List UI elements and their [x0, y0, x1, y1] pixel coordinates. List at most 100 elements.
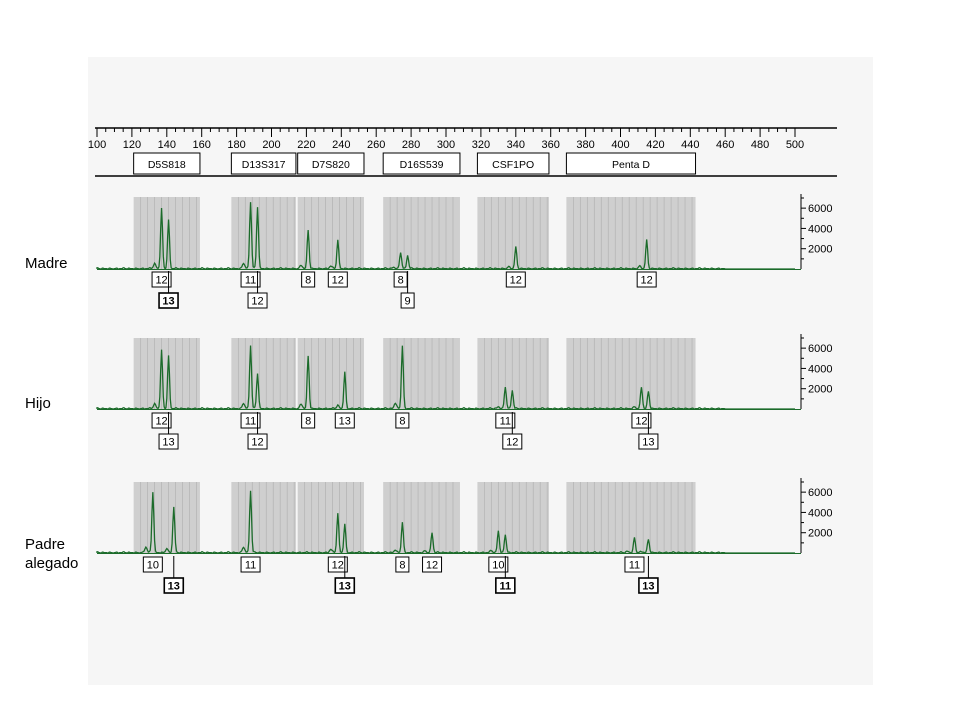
- allele-call-label: 9: [405, 296, 411, 308]
- allele-call-label: 13: [339, 416, 351, 428]
- allele-call-box: [240, 412, 261, 429]
- allele-call-label: 12: [251, 296, 263, 308]
- size-axis-tick-label: 420: [646, 139, 664, 151]
- allele-call-box: [624, 556, 645, 573]
- rfu-axis-tick-label: 4000: [808, 363, 832, 375]
- size-axis-tick-label: 380: [576, 139, 594, 151]
- allele-call-label: 13: [642, 581, 654, 593]
- allele-bin-csf1po: [477, 197, 549, 269]
- allele-bin-penta-d: [566, 338, 696, 409]
- allele-call-label: 12: [426, 560, 438, 572]
- allele-call-box: [631, 412, 652, 429]
- size-axis-tick-label: 500: [786, 139, 804, 151]
- allele-call-box: [638, 433, 659, 450]
- allele-call-label: 11: [500, 416, 511, 428]
- allele-call-box: [334, 412, 355, 429]
- allele-call-box: [422, 556, 443, 573]
- allele-call-label: 11: [500, 581, 512, 593]
- electropherogram-panel: 100 120 140 160 180 200 220 240 260 280 300 320 340 3…: [88, 57, 873, 685]
- allele-call-box: [301, 271, 316, 288]
- size-axis-tick-label: 280: [402, 139, 420, 151]
- electropherogram-chart: 100 120 140 160 180 200 220 240 260 280 300 320 340 3…: [88, 127, 837, 594]
- allele-call-box: [158, 292, 179, 309]
- allele-call-label: 13: [339, 581, 351, 593]
- allele-call-label: 12: [251, 437, 263, 449]
- size-axis-tick-label: 400: [611, 139, 629, 151]
- allele-call-label: 12: [641, 275, 653, 287]
- allele-call-label: 13: [642, 437, 654, 449]
- allele-call-box: [158, 433, 179, 450]
- allele-call-box: [334, 577, 356, 594]
- allele-call-box: [327, 271, 348, 288]
- allele-call-label: 12: [155, 416, 167, 428]
- allele-call-label: 12: [510, 275, 522, 287]
- allele-bin-csf1po: [477, 482, 549, 553]
- locus-box-penta-d: [565, 152, 697, 175]
- size-axis-tick-label: 100: [88, 139, 106, 151]
- allele-call-box: [247, 292, 268, 309]
- locus-label-d5s818: D5S818: [148, 159, 186, 171]
- rfu-axis-tick-label: 6000: [808, 203, 832, 215]
- allele-call-box: [495, 412, 516, 429]
- size-axis-tick-label: 460: [716, 139, 734, 151]
- size-axis-tick-label: 180: [227, 139, 245, 151]
- sample-label-madre: Madre: [25, 255, 68, 272]
- allele-call-box: [151, 412, 172, 429]
- allele-call-label: 12: [506, 437, 518, 449]
- allele-call-label: 11: [245, 560, 256, 572]
- allele-call-label: 8: [305, 275, 311, 287]
- sample-label-padre-alegado: Padre alegado: [25, 536, 79, 572]
- allele-call-box: [395, 412, 410, 429]
- allele-call-box: [636, 271, 657, 288]
- allele-call-label: 12: [332, 275, 344, 287]
- allele-bin-penta-d: [566, 197, 696, 269]
- allele-call-box: [151, 271, 172, 288]
- allele-call-label: 8: [305, 416, 311, 428]
- locus-label-d16s539: D16S539: [400, 159, 444, 171]
- size-axis-tick-label: 260: [367, 139, 385, 151]
- size-axis-tick-label: 160: [193, 139, 211, 151]
- size-axis-tick-label: 320: [472, 139, 490, 151]
- rfu-axis-tick-label: 4000: [808, 507, 832, 519]
- allele-call-box: [400, 292, 415, 309]
- allele-call-box: [240, 271, 261, 288]
- allele-call-box: [240, 556, 261, 573]
- allele-bin-d7s820: [297, 482, 364, 553]
- allele-call-box: [495, 577, 516, 594]
- size-axis-tick-label: 240: [332, 139, 350, 151]
- allele-call-label: 8: [399, 560, 405, 572]
- allele-bin-d13s317: [231, 197, 296, 269]
- allele-bin-d13s317: [231, 338, 296, 409]
- allele-call-label: 12: [155, 275, 167, 287]
- allele-call-label: 11: [245, 275, 256, 287]
- allele-call-box: [638, 577, 659, 594]
- size-axis-tick-label: 480: [751, 139, 769, 151]
- allele-call-label: 11: [629, 560, 640, 572]
- allele-call-label: 13: [168, 581, 180, 593]
- allele-call-label: 13: [162, 437, 174, 449]
- rfu-axis-tick-label: 4000: [808, 223, 832, 235]
- allele-call-box: [163, 577, 185, 594]
- allele-bin-penta-d: [566, 482, 696, 553]
- locus-label-penta-d: Penta D: [612, 159, 650, 171]
- allele-call-label: 11: [245, 416, 256, 428]
- allele-call-box: [301, 412, 316, 429]
- allele-bin-d16s539: [383, 197, 460, 269]
- allele-call-box: [505, 271, 526, 288]
- allele-call-label: 8: [398, 275, 404, 287]
- allele-call-box: [327, 556, 348, 573]
- rfu-axis-tick-label: 2000: [808, 528, 832, 540]
- locus-box-d7s820: [297, 152, 365, 175]
- locus-box-d5s818: [133, 152, 201, 175]
- rfu-axis-tick-label: 6000: [808, 487, 832, 499]
- allele-bin-d5s818: [133, 482, 200, 553]
- size-axis-tick-label: 140: [158, 139, 176, 151]
- allele-call-label: 13: [162, 296, 174, 308]
- size-axis-tick-label: 300: [437, 139, 455, 151]
- size-axis-tick-label: 220: [297, 139, 315, 151]
- sample-label-hijo: Hijo: [25, 395, 51, 412]
- size-axis-tick-label: 440: [681, 139, 699, 151]
- locus-box-csf1po: [476, 152, 550, 175]
- locus-label-d13s317: D13S317: [242, 159, 286, 171]
- rfu-axis-tick-label: 2000: [808, 244, 832, 256]
